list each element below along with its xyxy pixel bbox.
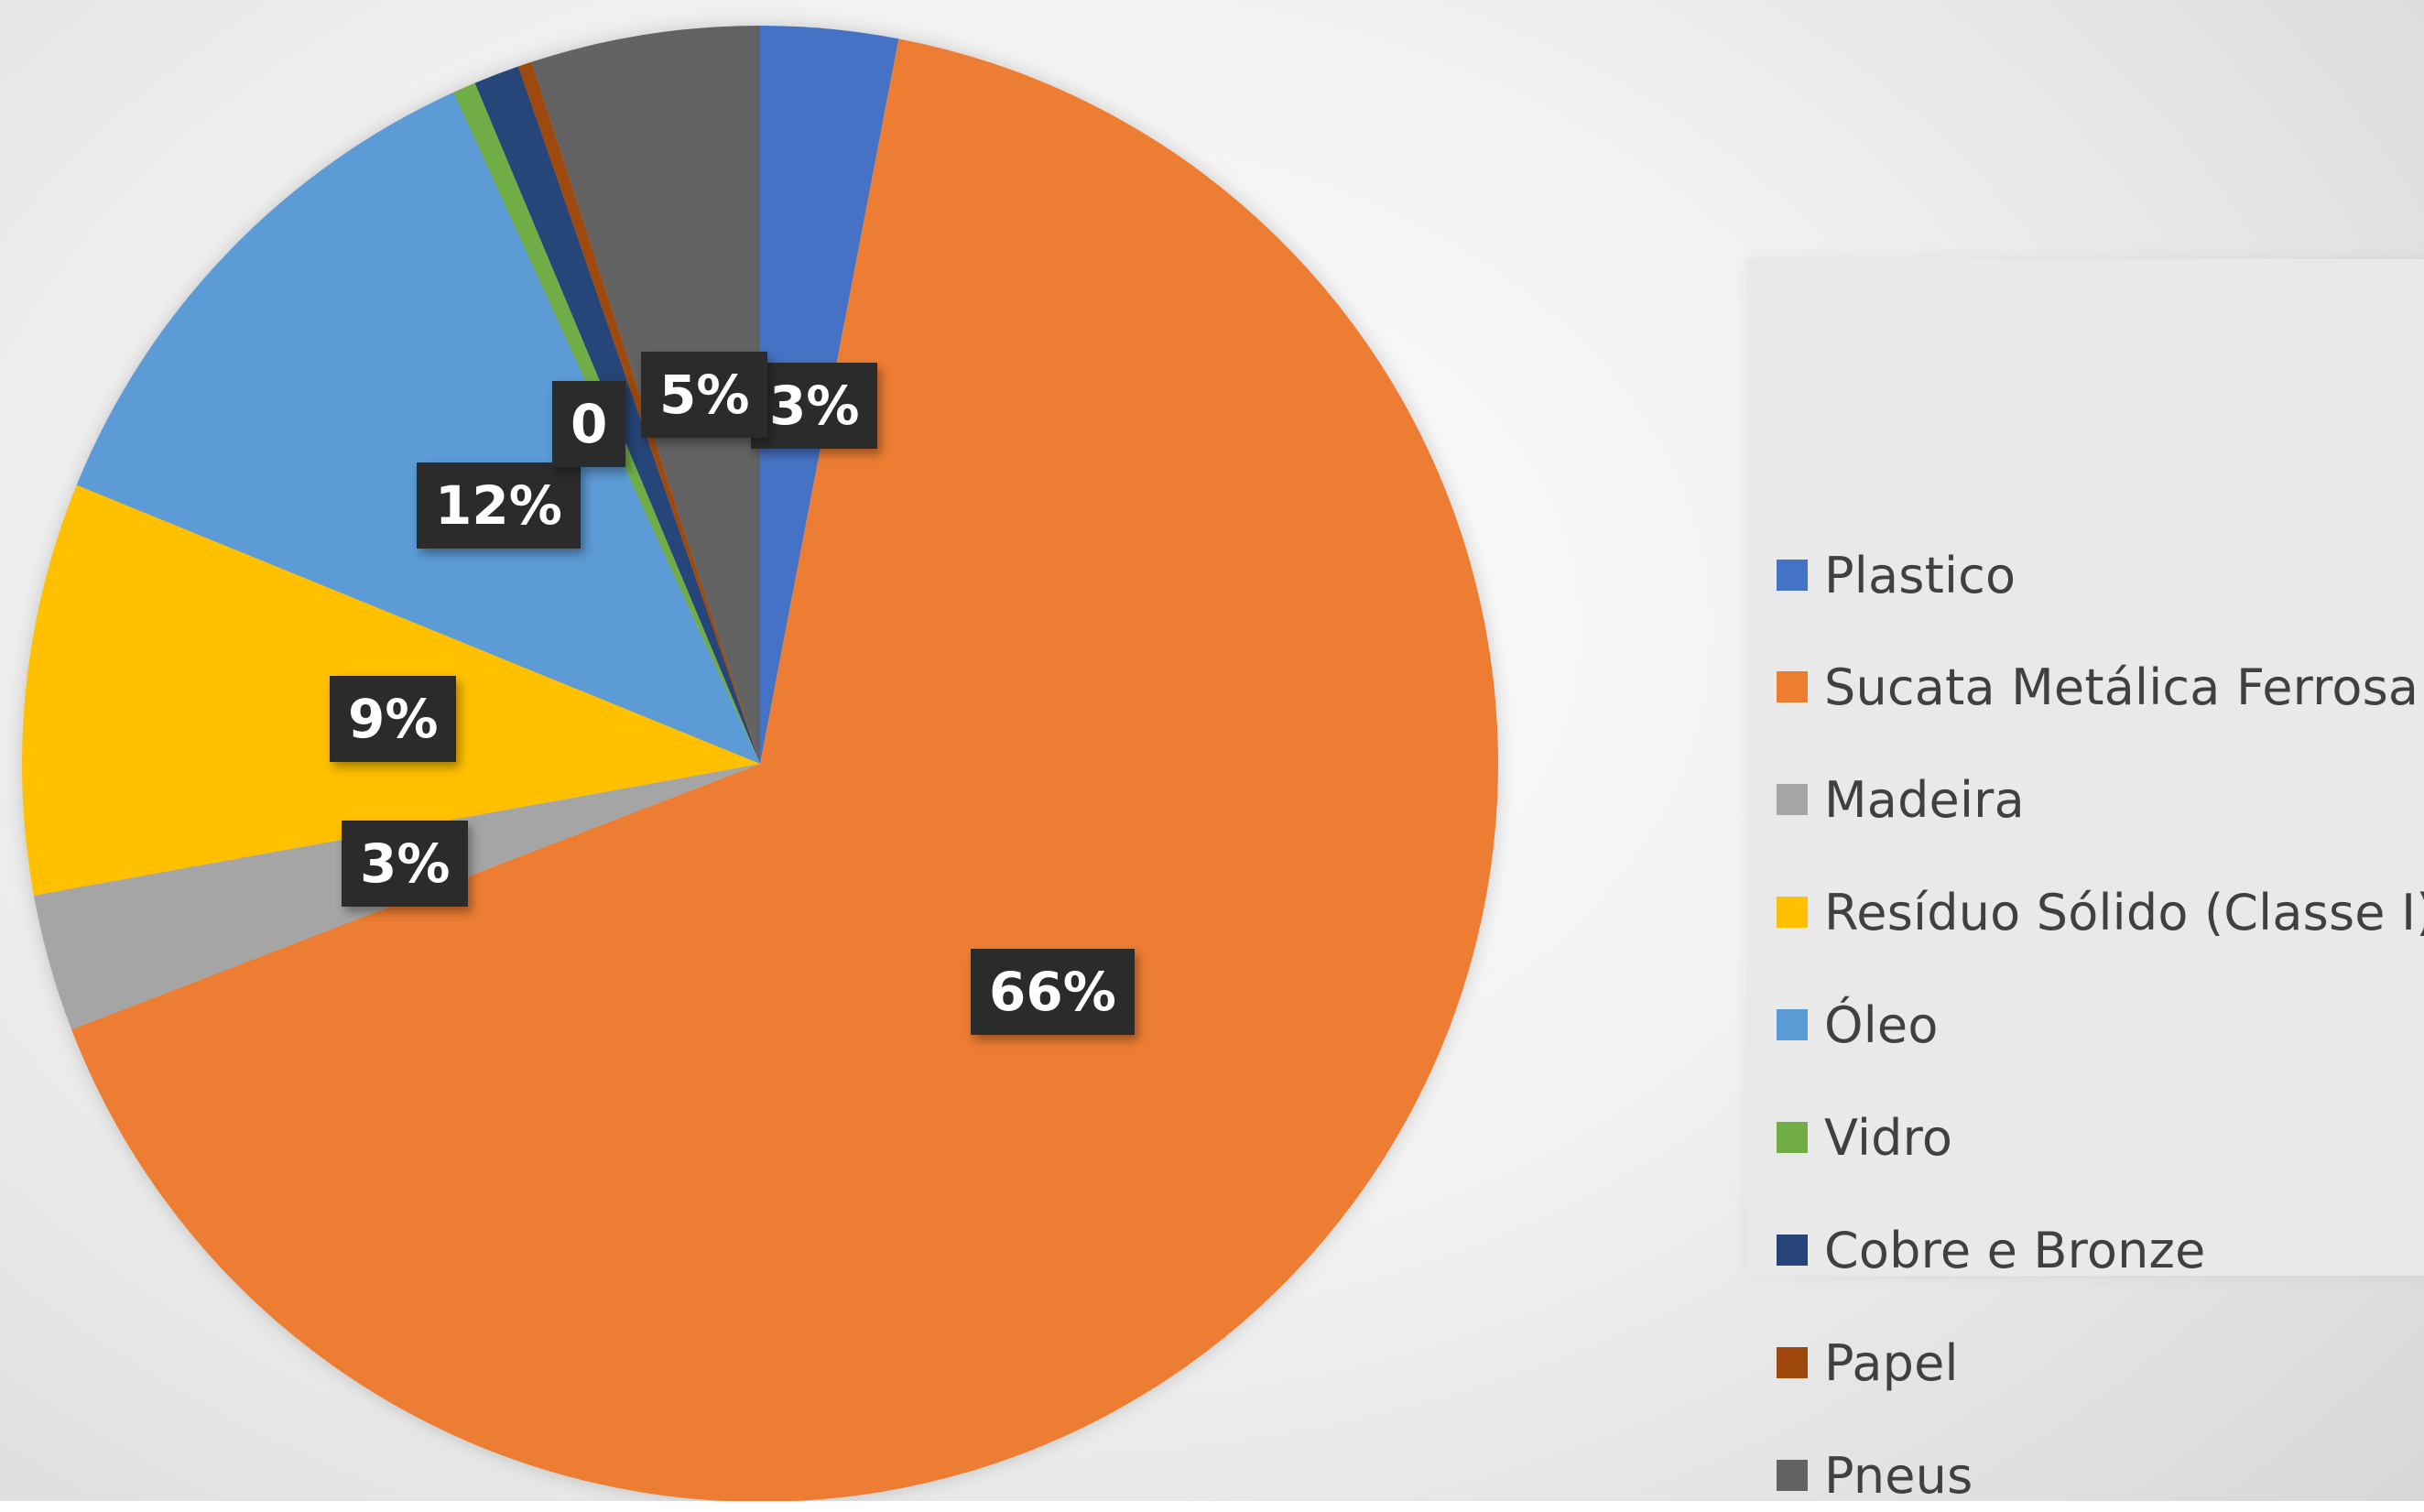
legend-swatch-plastico <box>1777 560 1808 591</box>
data-label-3: 9% <box>330 676 457 762</box>
legend-label: Cobre e Bronze <box>1824 1221 2206 1279</box>
pie-slice-4 <box>76 92 760 764</box>
legend-item-plastico: Plastico <box>1777 538 2016 612</box>
legend-item-pneus: Pneus <box>1777 1439 1973 1512</box>
legend-label: Papel <box>1824 1333 1959 1392</box>
legend-swatch-vidro <box>1777 1122 1808 1153</box>
legend-label: Pneus <box>1824 1446 1973 1505</box>
legend-item-residuo: Resíduo Sólido (Classe I) <box>1777 876 2424 949</box>
data-label-4: 12% <box>417 462 581 549</box>
data-label-1: 66% <box>971 949 1135 1035</box>
data-label-5: 0 <box>552 381 626 467</box>
pie-slice-7 <box>518 61 760 764</box>
legend-item-oleo: Óleo <box>1777 988 1939 1061</box>
legend-swatch-oleo <box>1777 1009 1808 1040</box>
legend-item-sucata: Sucata Metálica Ferrosa <box>1777 650 2419 723</box>
legend-label: Óleo <box>1824 995 1939 1054</box>
data-label-8: 5% <box>641 352 768 438</box>
legend-swatch-cobre <box>1777 1235 1808 1266</box>
legend-label: Madeira <box>1824 770 2025 829</box>
pie-slice-1 <box>71 38 1498 1501</box>
legend-swatch-papel <box>1777 1347 1808 1378</box>
legend-item-papel: Papel <box>1777 1326 1959 1399</box>
legend-label: Resíduo Sólido (Classe I) <box>1824 883 2424 941</box>
legend-swatch-sucata <box>1777 671 1808 702</box>
legend-label: Sucata Metálica Ferrosa <box>1824 658 2419 716</box>
data-label-0: 3% <box>751 363 878 449</box>
legend: Plastico Sucata Metálica Ferrosa Madeira… <box>1747 259 2424 1505</box>
legend-item-vidro: Vidro <box>1777 1101 1952 1174</box>
legend-item-madeira: Madeira <box>1777 763 2025 836</box>
data-label-2: 3% <box>342 821 469 907</box>
legend-item-cobre: Cobre e Bronze <box>1777 1213 2206 1287</box>
legend-label: Plastico <box>1824 546 2016 604</box>
legend-swatch-madeira <box>1777 784 1808 815</box>
legend-swatch-residuo <box>1777 897 1808 928</box>
legend-label: Vidro <box>1824 1108 1953 1167</box>
legend-swatch-pneus <box>1777 1460 1808 1491</box>
